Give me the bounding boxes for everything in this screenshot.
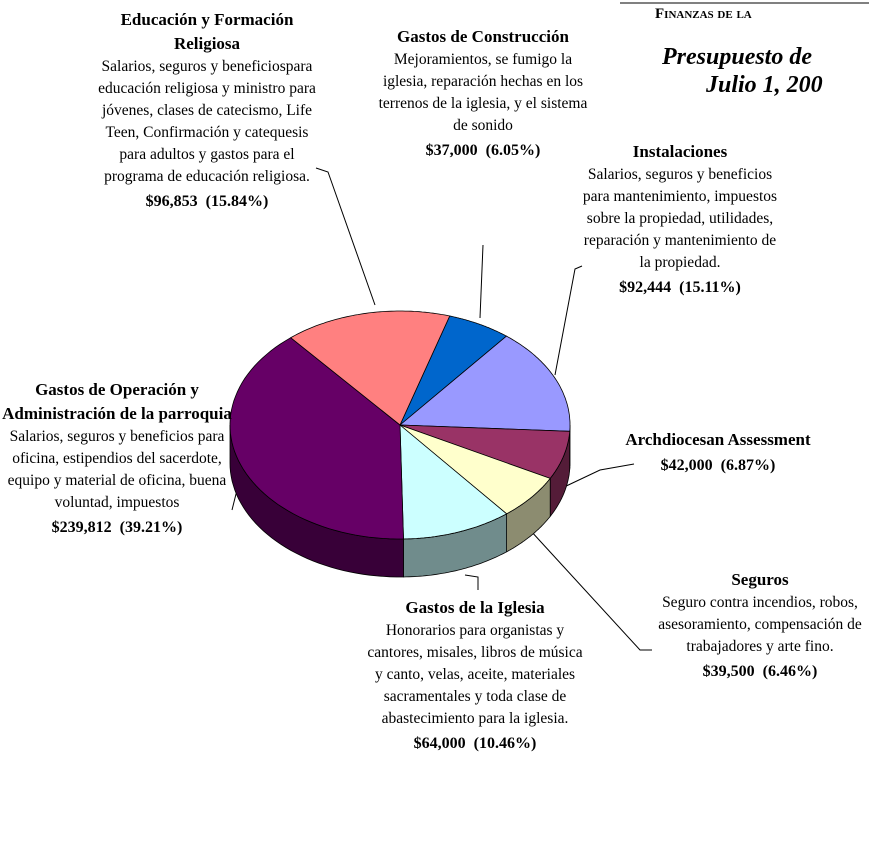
leader-line bbox=[561, 463, 635, 489]
value-label: $64,000 (10.46%) bbox=[413, 735, 537, 752]
slice-label: Gastos de Operación y Administración de … bbox=[1, 378, 233, 540]
header-section: Finanzas de la bbox=[655, 6, 752, 22]
pie bbox=[229, 310, 571, 578]
leader-lines bbox=[231, 167, 652, 651]
leader-line bbox=[464, 574, 479, 590]
value-label: $37,000 (6.05%) bbox=[425, 142, 541, 159]
leader-line bbox=[529, 529, 652, 651]
slice bbox=[399, 424, 551, 515]
category-description: Salarios, seguros y beneficios para mant… bbox=[582, 166, 778, 271]
slice bbox=[289, 310, 451, 426]
category-name: Seguros bbox=[731, 570, 789, 589]
value-label: $96,853 (15.84%) bbox=[145, 193, 269, 210]
slice-label: Educación y Formación Religiosa Salarios,… bbox=[95, 8, 320, 214]
category-description: Honorarios para organistas y cantores, m… bbox=[367, 622, 583, 727]
header-title: Julio 1, 200 bbox=[706, 72, 823, 98]
category-name: Gastos de Operación y Administración de … bbox=[2, 380, 232, 423]
category-description: Salarios, seguros y beneficiospara educa… bbox=[98, 58, 316, 185]
category-name: Educación y Formación Religiosa bbox=[120, 10, 294, 53]
category-description: Seguro contra incendios, robos, asesoram… bbox=[658, 594, 862, 655]
slice-label: Instalaciones Salarios, seguros y benefic… bbox=[583, 140, 778, 300]
slice bbox=[399, 424, 508, 540]
value-label: $239,812 (39.21%) bbox=[51, 519, 183, 536]
value-label: $92,444 (15.11%) bbox=[619, 279, 741, 296]
slice bbox=[399, 424, 571, 479]
value-label: $39,500 (6.46%) bbox=[702, 663, 818, 680]
leader-line bbox=[479, 244, 484, 319]
slice-label: Seguros Seguro contra incendios, robos, a… bbox=[648, 568, 869, 684]
slice bbox=[399, 315, 508, 426]
leader-line bbox=[554, 265, 583, 376]
slice-label: Gastos de Construcción Mejoramientos, se … bbox=[371, 25, 596, 163]
header-title: Presupuesto de bbox=[662, 44, 812, 70]
value-label: $42,000 (6.87%) bbox=[660, 457, 776, 474]
category-name: Gastos de Construcción bbox=[397, 27, 569, 46]
slice bbox=[229, 337, 404, 540]
slice bbox=[398, 335, 571, 432]
category-name: Gastos de la Iglesia bbox=[405, 598, 545, 617]
slice-label: Gastos de la Iglesia Honorarios para orga… bbox=[363, 596, 588, 756]
category-description: Salarios, seguros y beneficios para ofic… bbox=[7, 428, 227, 511]
leader-line bbox=[315, 167, 376, 306]
slice-label: Archdiocesan Assessment $42,000 (6.87%) bbox=[623, 428, 813, 478]
category-name: Archdiocesan Assessment bbox=[625, 430, 811, 449]
category-description: Mejoramientos, se fumigo la iglesia, rep… bbox=[378, 51, 588, 134]
category-name: Instalaciones bbox=[632, 142, 728, 161]
